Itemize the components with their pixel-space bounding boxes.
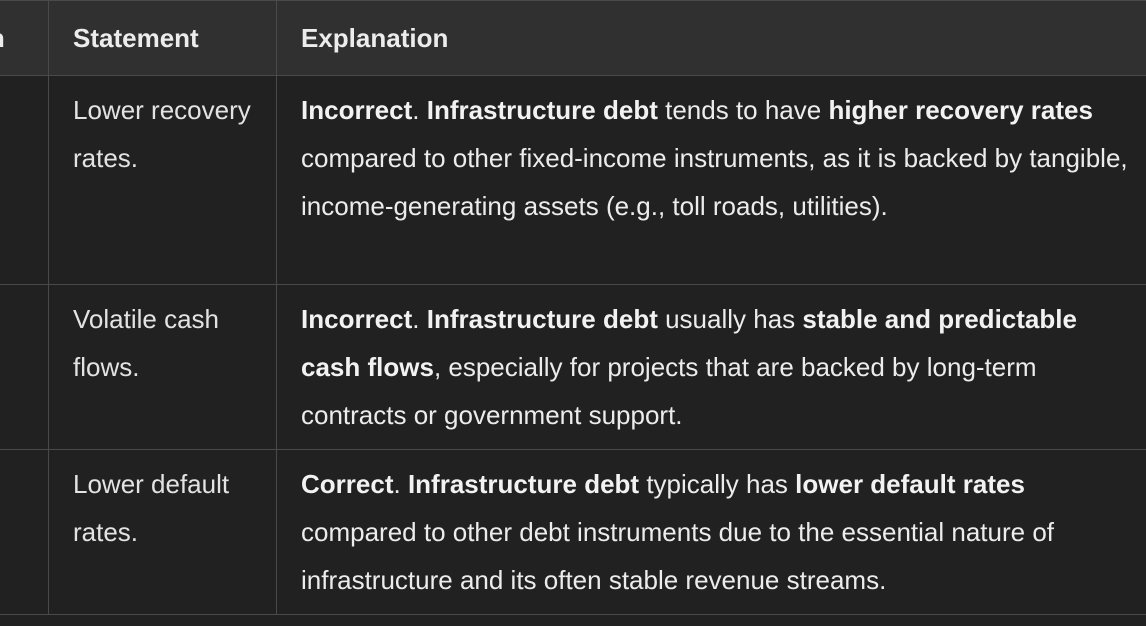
verdict-text: Incorrect bbox=[301, 95, 413, 125]
separator-text: . bbox=[412, 95, 427, 125]
table-row: Volatile cash flows. Incorrect. Infrastr… bbox=[0, 284, 1146, 450]
option-cell bbox=[0, 75, 49, 285]
subject-text: Infrastructure debt bbox=[426, 95, 658, 125]
key-phrase: stable and predictable cash flows bbox=[301, 304, 1077, 382]
separator-text: . bbox=[393, 469, 408, 499]
connector-text: usually has bbox=[657, 304, 803, 334]
option-cell bbox=[0, 449, 49, 615]
explanation-cell: Correct. Infrastructure debt typically h… bbox=[276, 449, 1146, 615]
verdict-text: Correct bbox=[301, 469, 394, 499]
table-row: Lower recovery rates. Incorrect. Infrast… bbox=[0, 75, 1146, 285]
statement-cell: Lower default rates. bbox=[48, 449, 277, 615]
explanation-rest: compared to other fixed-income instrumen… bbox=[301, 143, 1128, 221]
separator-text: . bbox=[412, 304, 427, 334]
explanation-cell: Incorrect. Infrastructure debt usually h… bbox=[276, 284, 1146, 450]
key-phrase: higher recovery rates bbox=[828, 95, 1093, 125]
explanation-cell: Incorrect. Infrastructure debt tends to … bbox=[276, 75, 1146, 285]
header-explanation: Explanation bbox=[276, 0, 1146, 76]
table-row: Lower default rates. Correct. Infrastruc… bbox=[0, 449, 1146, 615]
header-option: on bbox=[0, 0, 49, 76]
header-row: on Statement Explanation bbox=[0, 0, 1146, 76]
option-cell bbox=[0, 284, 49, 450]
key-phrase: lower default rates bbox=[795, 469, 1025, 499]
statement-cell: Volatile cash flows. bbox=[48, 284, 277, 450]
subject-text: Infrastructure debt bbox=[407, 469, 640, 499]
subject-text: Infrastructure debt bbox=[426, 304, 658, 334]
explanation-rest: , especially for projects that are backe… bbox=[301, 352, 1037, 430]
table-header: on Statement Explanation bbox=[0, 0, 1146, 76]
connector-text: typically has bbox=[639, 469, 796, 499]
header-statement: Statement bbox=[48, 0, 277, 76]
explanation-rest: compared to other debt instruments due t… bbox=[301, 517, 1055, 595]
statement-cell: Lower recovery rates. bbox=[48, 75, 277, 285]
table-body: Lower recovery rates. Incorrect. Infrast… bbox=[0, 75, 1146, 615]
verdict-text: Incorrect bbox=[301, 304, 413, 334]
connector-text: tends to have bbox=[657, 95, 829, 125]
